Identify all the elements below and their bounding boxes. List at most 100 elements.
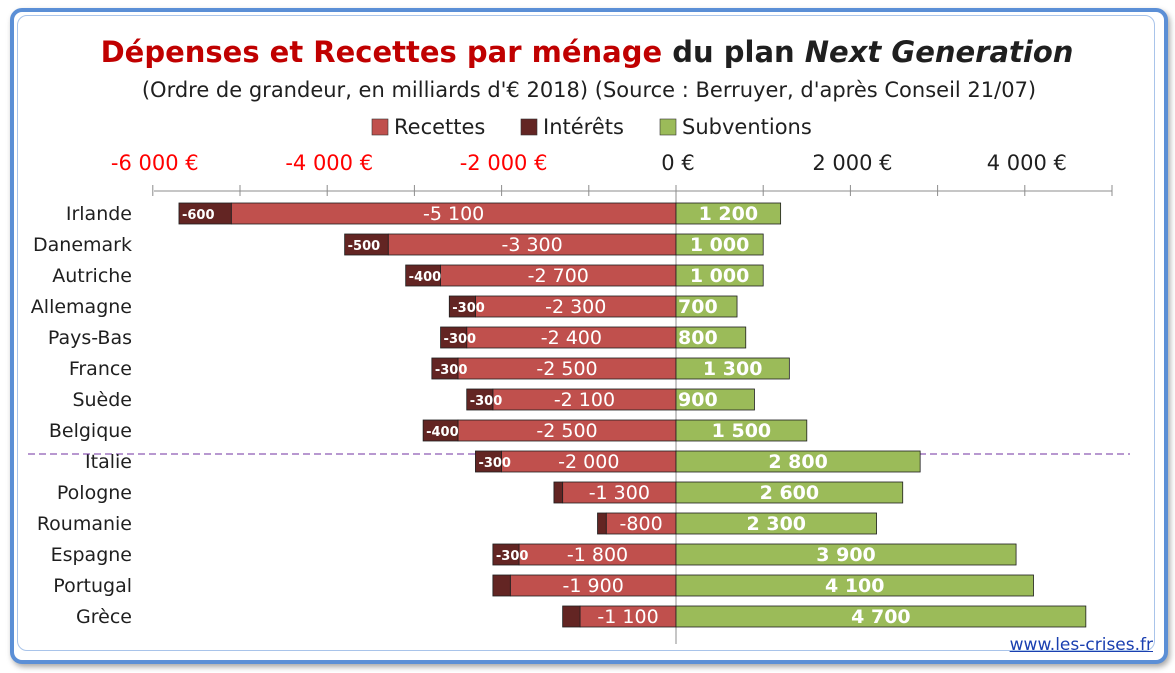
data-label-interets: -400 [426,425,459,440]
bar-subventions [675,295,738,318]
bar-subventions [675,543,1017,566]
bar-subventions [675,357,790,380]
chart-title: Dépenses et Recettes par ménage du plan … [101,35,1074,69]
data-label-recettes: -2 100 [554,389,615,411]
bar-interets [553,481,564,504]
category-label: Autriche [52,265,132,287]
category-label: Espagne [51,544,132,566]
bar-subventions [675,264,764,287]
data-label-interets: -300 [444,332,477,347]
data-label-subventions: 700 [678,296,718,318]
source-link[interactable]: www.les-crises.fr [1009,635,1153,655]
bar-interets [597,512,607,535]
legend-swatch-1 [520,118,538,136]
x-tick-label: 0 € [661,151,694,175]
bar-interets [492,543,520,566]
data-label-subventions: 1 000 [690,265,750,287]
data-label-recettes: -1 100 [597,606,658,628]
data-label-subventions: 3 900 [816,544,876,566]
legend-label-0: Recettes [394,115,485,139]
bar-interets [466,388,494,411]
data-label-recettes: -800 [620,513,663,535]
bar-subventions [675,512,877,535]
bar-subventions [675,574,1034,597]
x-tick-label: 4 000 € [987,151,1067,175]
category-label: Allemagne [31,296,132,318]
data-label-subventions: 1 300 [703,358,763,380]
bar-subventions [675,605,1087,628]
data-label-subventions: 800 [678,327,718,349]
chart-subtitle: (Ordre de grandeur, en milliards d'€ 201… [142,78,1036,102]
data-label-interets: -300 [496,549,529,564]
data-label-subventions: 2 800 [768,451,828,473]
data-label-subventions: 2 600 [760,482,820,504]
data-label-interets: -600 [182,208,215,223]
category-label: Belgique [49,420,132,442]
legend-label-2: Subventions [682,115,812,139]
data-label-recettes: -5 100 [423,203,484,225]
data-label-recettes: -2 700 [528,265,589,287]
bar-interets [475,450,503,473]
data-label-recettes: -2 300 [545,296,606,318]
data-label-interets: -300 [452,301,485,316]
bar-interets [562,605,581,628]
bar-interets [448,295,476,318]
x-tick-label: -6 000 € [111,151,199,175]
data-label-recettes: -1 300 [589,482,650,504]
title-part-italic: Next Generation [805,35,1074,69]
bar-subventions [675,450,921,473]
data-label-recettes: -1 900 [563,575,624,597]
data-label-recettes: -2 500 [536,420,597,442]
x-tick-label: -4 000 € [285,151,373,175]
category-label: Pays-Bas [48,327,132,349]
title-part-red: Dépenses et Recettes par ménage [101,35,663,69]
data-label-recettes: -3 300 [501,234,562,256]
data-label-subventions: 2 300 [747,513,807,535]
category-label: Suède [72,389,132,411]
legend-label-1: Intérêts [543,115,624,139]
legend-swatch-0 [371,118,389,136]
bar-subventions [675,419,808,442]
data-label-subventions: 4 700 [851,606,911,628]
bar-subventions [675,388,755,411]
bar-interets [440,326,468,349]
category-label: Grèce [76,606,132,628]
data-label-interets: -300 [478,456,511,471]
legend: Recettes Intérêts Subventions [371,115,812,139]
data-label-interets: -300 [470,394,503,409]
category-label: Roumanie [37,513,132,535]
bars-group: Irlande -5 100 -600 1 200 Danemark -3 300 -500… [31,202,1087,628]
data-label-recettes: -2 000 [558,451,619,473]
chart-inner-frame [17,15,1155,651]
bar-interets [492,574,511,597]
bar-interets [431,357,459,380]
bar-subventions [675,202,782,225]
title-part-plain: du plan [662,35,805,69]
data-label-subventions: 4 100 [825,575,885,597]
data-label-recettes: -1 800 [567,544,628,566]
category-label: France [69,358,132,380]
data-label-subventions: 900 [678,389,718,411]
bar-subventions [675,481,904,504]
data-label-interets: -400 [409,270,442,285]
category-label: Irlande [66,203,132,225]
data-label-subventions: 1 500 [712,420,772,442]
bar-interets [344,233,389,256]
bar-interets [178,202,232,225]
data-label-recettes: -2 400 [541,327,602,349]
x-tick-label: 2 000 € [812,151,892,175]
data-label-subventions: 1 200 [699,203,759,225]
data-label-subventions: 1 000 [690,234,750,256]
data-label-interets: -300 [435,363,468,378]
category-label: Italie [85,451,132,473]
bar-interets [422,419,459,442]
bar-subventions [675,326,747,349]
category-label: Pologne [57,482,132,504]
category-label: Danemark [33,234,132,256]
data-label-recettes: -2 500 [536,358,597,380]
legend-swatch-2 [659,118,677,136]
bar-interets [405,264,441,287]
x-tick-label: -2 000 € [460,151,548,175]
category-label: Portugal [53,575,132,597]
